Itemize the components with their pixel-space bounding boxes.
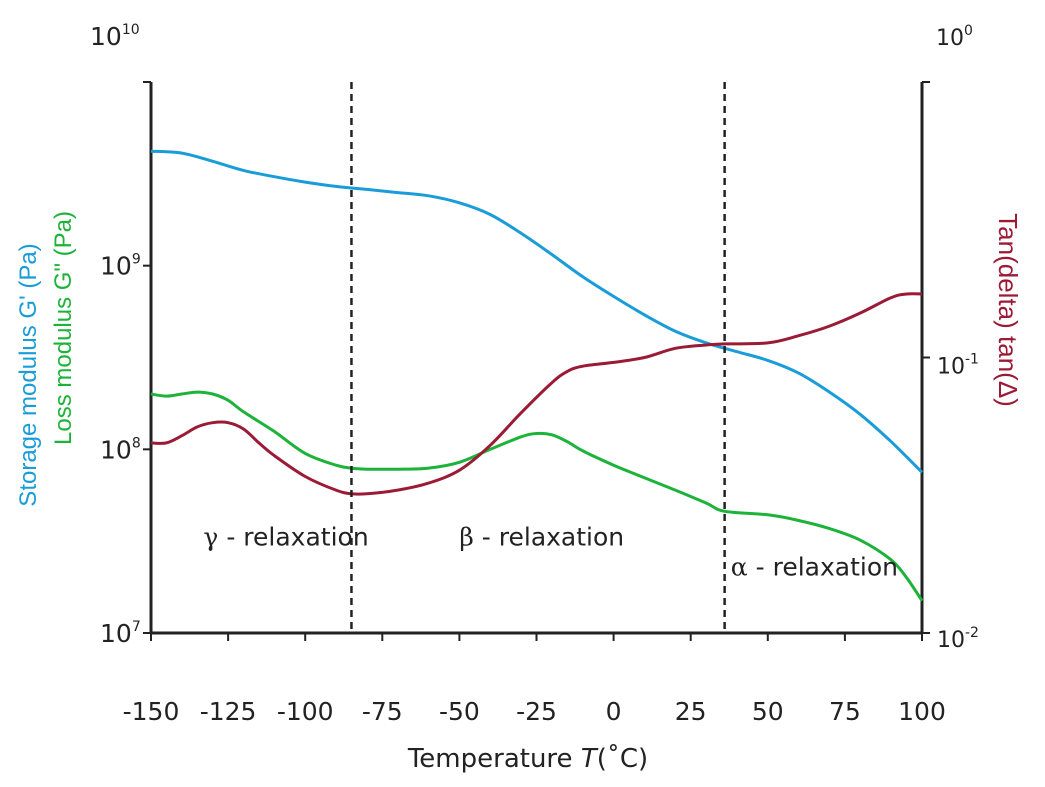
loss-modulus-line — [150, 390, 924, 602]
right-tick-exponent: -2 — [965, 625, 979, 641]
right-tick-label: 10-2 — [937, 625, 979, 653]
right-tick-label: 100 — [936, 23, 973, 51]
right-tick-exponent: -1 — [965, 352, 979, 368]
axis-ticks — [143, 81, 930, 641]
left-axis-label-storage: Storage modulus G' (Pa) — [15, 243, 42, 506]
right-axis-label: Tan(delta) tan(Δ) — [993, 213, 1023, 407]
left-tick-exponent: 7 — [132, 619, 141, 635]
region-text: - relaxation — [474, 522, 624, 551]
region-greek-letter: γ — [203, 522, 218, 551]
storage-modulus-line — [150, 149, 924, 474]
x-axis-label: Temperature T(˚C) — [407, 744, 648, 774]
x-tick-labels: -150 -125 -100 -75 -50 -25 0 25 50 75 100 — [123, 697, 946, 726]
left-tick-base: 10 — [100, 435, 132, 464]
x-tick-label: -150 — [123, 697, 180, 726]
left-tick-base: 10 — [90, 22, 122, 51]
left-tick-base: 10 — [100, 252, 132, 281]
region-text: - relaxation — [748, 553, 898, 582]
x-tick-label: -75 — [362, 697, 403, 726]
left-tick-label: 108 — [100, 435, 141, 464]
right-tick-exponent: 0 — [964, 23, 973, 39]
x-axis-label-var: T — [581, 744, 599, 774]
right-tick-label: 10-1 — [937, 352, 979, 380]
x-tick-label: 0 — [606, 697, 622, 726]
x-axis-label-suffix: (˚C) — [597, 744, 648, 774]
right-tick-base: 10 — [937, 355, 965, 380]
x-tick-label: 25 — [675, 697, 707, 726]
x-tick-label: -125 — [200, 697, 257, 726]
left-tick-exponent: 8 — [132, 435, 141, 451]
x-axis-label-prefix: Temperature — [407, 744, 581, 774]
x-tick-label: -25 — [516, 697, 557, 726]
left-tick-label: 109 — [100, 252, 141, 281]
right-tick-base: 10 — [936, 26, 964, 51]
left-tick-label: 107 — [100, 619, 141, 648]
left-tick-label: 1010 — [90, 22, 140, 51]
region-greek-letter: α — [731, 553, 748, 582]
series-layer — [150, 149, 924, 602]
x-tick-label: -100 — [277, 697, 334, 726]
x-tick-label: 75 — [829, 697, 861, 726]
x-tick-label: 100 — [898, 697, 946, 726]
region-boundaries — [350, 82, 726, 633]
region-text: - relaxation — [218, 522, 368, 551]
tan-delta-line — [150, 292, 923, 496]
x-tick-label: 50 — [752, 697, 784, 726]
right-tick-base: 10 — [937, 628, 965, 653]
x-tick-label: -50 — [439, 697, 480, 726]
region-greek-letter: β — [459, 522, 473, 551]
region-label: γ - relaxation — [203, 522, 368, 551]
left-axis-label-loss: Loss modulus G" (Pa) — [50, 211, 77, 445]
left-tick-exponent: 10 — [122, 22, 140, 38]
left-tick-exponent: 9 — [132, 252, 141, 268]
left-tick-base: 10 — [100, 619, 132, 648]
region-label: α - relaxation — [731, 553, 898, 582]
region-label: β - relaxation — [459, 522, 624, 551]
